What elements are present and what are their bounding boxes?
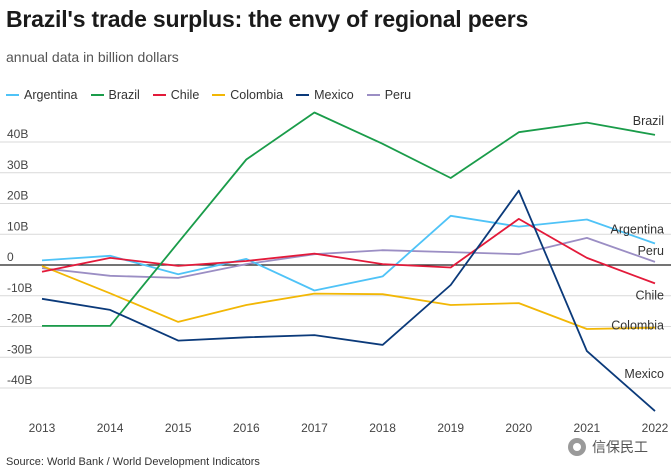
y-tick-label: 0 (7, 250, 14, 264)
y-axis-ticks: 40B 30B 20B 10B 0 -10B -20B -30B -40B (7, 127, 32, 387)
y-tick-label: 10B (7, 219, 28, 233)
gridlines (0, 141, 671, 389)
legend-label: Chile (170, 88, 200, 102)
y-tick-label: -20B (7, 312, 32, 326)
legend-item-mexico: Mexico (296, 88, 354, 102)
legend-swatch (90, 94, 104, 96)
end-label-mexico: Mexico (624, 367, 664, 381)
series-line-colombia (41, 265, 656, 330)
y-tick-label: -40B (7, 373, 32, 387)
series-line-chile (41, 217, 656, 285)
chart-subtitle: annual data in billion dollars (6, 49, 179, 65)
y-tick-label: 30B (7, 158, 28, 172)
legend-label: Brazil (108, 88, 140, 102)
y-tick-label: 40B (7, 127, 28, 141)
x-tick-label: 2019 (437, 421, 464, 435)
series-line-peru (41, 236, 656, 279)
series-line-brazil (42, 111, 656, 327)
x-tick-label: 2013 (29, 421, 56, 435)
x-tick-label: 2020 (505, 421, 532, 435)
legend-swatch (6, 94, 19, 96)
x-tick-label: 2022 (642, 421, 669, 435)
y-tick-label: -30B (7, 342, 32, 356)
legend-swatch (296, 94, 310, 96)
x-tick-label: 2017 (301, 421, 328, 435)
x-tick-label: 2018 (369, 421, 396, 435)
legend-item-chile: Chile (152, 88, 200, 102)
legend-label: Colombia (230, 88, 284, 102)
legend-swatch (366, 94, 380, 96)
legend-label: Argentina (24, 88, 78, 102)
x-tick-label: 2014 (97, 421, 124, 435)
legend-swatch (212, 94, 226, 96)
x-tick-label: 2016 (233, 421, 260, 435)
legend-label: Peru (384, 88, 412, 102)
legend: Argentina Brazil Chile Colombia Mexico Peru (6, 88, 424, 102)
x-tick-label: 2015 (165, 421, 192, 435)
end-label-brazil: Brazil (633, 114, 664, 128)
series-line-argentina (41, 214, 656, 292)
legend-item-colombia: Colombia (212, 88, 283, 102)
series-end-labels: Argentina Brazil Chile Colombia Mexico Peru (610, 114, 664, 381)
x-axis-ticks: 2013 2014 2015 2016 2017 2018 2019 2020 2021 2022 (29, 421, 669, 435)
x-tick-label: 2021 (574, 421, 601, 435)
wechat-logo-icon (568, 438, 586, 456)
legend-item-peru: Peru (366, 88, 412, 102)
end-label-colombia: Colombia (611, 319, 664, 333)
y-tick-label: -10B (7, 281, 32, 295)
watermark-text: 信保民工 (592, 439, 648, 455)
series-lines (41, 111, 656, 412)
legend-item-brazil: Brazil (90, 88, 140, 102)
chart-title: Brazil's trade surplus: the envy of regi… (6, 6, 529, 32)
y-tick-label: 20B (7, 189, 28, 203)
end-label-argentina: Argentina (610, 222, 664, 236)
legend-item-argentina: Argentina (6, 88, 78, 102)
watermark: 信保民工 (568, 437, 648, 457)
legend-swatch (152, 94, 166, 96)
series-line-mexico (41, 189, 656, 412)
end-label-chile: Chile (636, 288, 665, 302)
end-label-peru: Peru (638, 244, 664, 258)
legend-label: Mexico (314, 88, 354, 102)
source-note: Source: World Bank / World Development I… (6, 456, 260, 468)
